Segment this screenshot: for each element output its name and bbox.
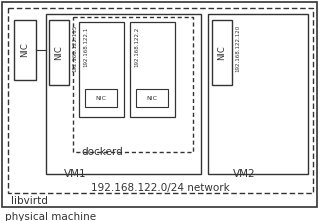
Bar [46, 14, 201, 174]
Text: NIC: NIC [54, 45, 63, 60]
Bar [14, 20, 36, 80]
Bar [73, 17, 193, 152]
Bar [212, 20, 232, 85]
Bar [8, 8, 313, 193]
Text: NIC: NIC [20, 43, 29, 57]
Text: physical machine: physical machine [5, 212, 96, 221]
Bar [130, 22, 175, 117]
Bar [136, 89, 168, 107]
Bar [49, 20, 69, 85]
Text: 192.168.122.2: 192.168.122.2 [134, 27, 139, 67]
Text: 192.168.122.1: 192.168.122.1 [83, 27, 88, 67]
Text: 192.168.122.0/24 network: 192.168.122.0/24 network [91, 183, 229, 193]
Text: dockerd: dockerd [81, 147, 123, 157]
Text: libvirtd: libvirtd [11, 196, 48, 206]
Text: NIC: NIC [218, 45, 227, 60]
Text: VM2: VM2 [233, 169, 256, 179]
Text: NIC: NIC [95, 95, 107, 101]
Bar [208, 14, 308, 174]
Bar [85, 89, 117, 107]
Text: 192.168.122.115: 192.168.122.115 [72, 25, 77, 72]
Bar [79, 22, 124, 117]
Text: VM1: VM1 [64, 169, 87, 179]
Text: NIC: NIC [147, 95, 157, 101]
Text: 192.168.122.120: 192.168.122.120 [235, 25, 240, 72]
